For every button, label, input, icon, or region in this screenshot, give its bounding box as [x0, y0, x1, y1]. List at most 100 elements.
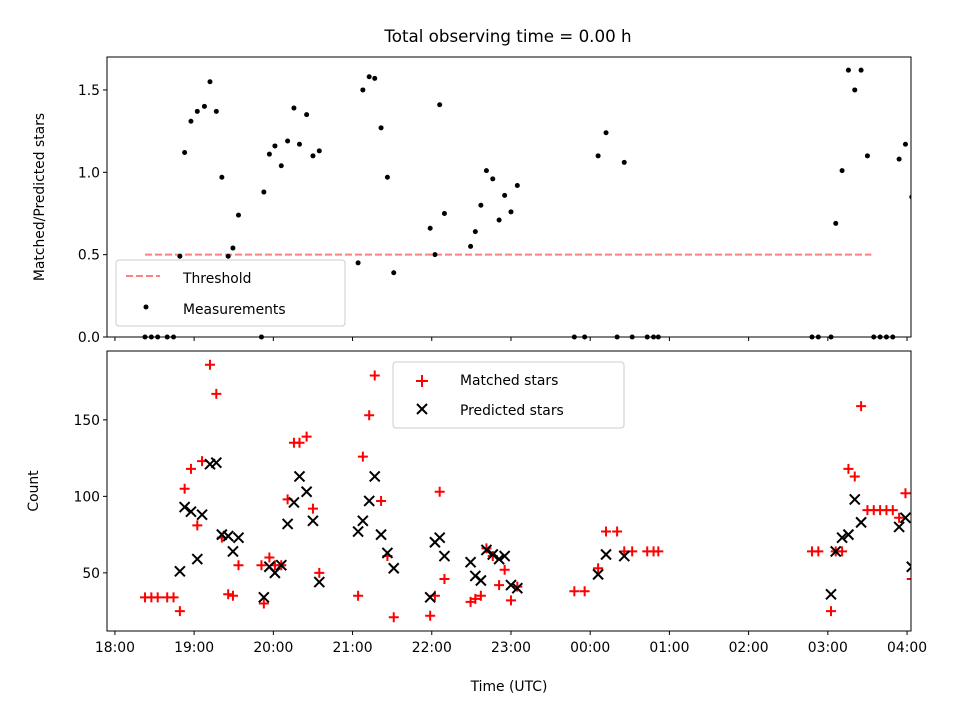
predicted-stars-point — [375, 528, 387, 541]
matched-stars-point — [906, 573, 911, 584]
matched-stars-point — [856, 401, 867, 412]
predicted-stars-point — [275, 559, 287, 571]
matched-stars-point — [223, 589, 234, 600]
measurement-point — [355, 260, 361, 266]
matched-stars-point — [579, 586, 590, 597]
bottom-legend: Matched stars Predicted stars — [392, 361, 625, 429]
predicted-stars-point — [893, 521, 905, 533]
measurement-point — [472, 229, 478, 235]
predicted-stars-point — [210, 456, 223, 469]
matched-stars-point — [364, 410, 375, 421]
predicted-stars-point — [830, 545, 842, 558]
measurement-point — [478, 202, 484, 208]
bottom-xtick-label: 02:00 — [729, 640, 769, 656]
predicted-stars-point — [487, 548, 499, 561]
predicted-stars-point — [855, 516, 867, 529]
measurement-point — [194, 108, 200, 114]
predicted-stars-point — [433, 531, 446, 544]
top-legend: Threshold Measurements — [115, 259, 346, 327]
measurement-point — [378, 125, 384, 131]
matched-stars-point — [227, 590, 238, 601]
measurement-point — [188, 118, 194, 124]
bottom-axes-frame — [106, 350, 912, 632]
measurement-point — [235, 212, 241, 218]
measurement-point — [291, 105, 297, 111]
matched-stars-point — [264, 552, 275, 563]
measurement-point — [858, 67, 864, 73]
matched-stars-point — [494, 580, 505, 591]
matched-stars-point — [569, 586, 580, 597]
matched-stars-point — [894, 512, 905, 523]
measurement-point — [432, 252, 438, 258]
predicted-stars-point — [222, 530, 234, 542]
predicted-stars-point — [352, 525, 364, 538]
matched-stars-point — [900, 488, 911, 499]
measurement-point — [833, 220, 839, 226]
matched-stars-point — [612, 526, 623, 537]
predicted-stars-point — [300, 486, 313, 498]
bottom-marks — [140, 359, 922, 623]
measurement-point — [272, 143, 278, 149]
bottom-xtick-label: 23:00 — [491, 640, 531, 656]
measurement-point — [372, 75, 378, 81]
bottom-xtick-label: 22:00 — [412, 640, 452, 656]
matched-stars-point — [593, 563, 604, 574]
top-ylabel: Matched/Predicted stars — [32, 113, 48, 281]
legend-measurements-swatch — [143, 304, 149, 310]
measurement-point — [914, 335, 919, 340]
measurement-point — [508, 209, 514, 215]
predicted-stars-point — [849, 493, 861, 506]
matched-stars-point — [439, 573, 450, 584]
measurement-point — [514, 182, 520, 188]
predicted-stars-point — [899, 512, 911, 524]
measurement-point — [230, 245, 236, 251]
bottom-xlabel: Time (UTC) — [470, 679, 548, 695]
matched-stars-point — [197, 456, 208, 467]
top-ytick-label: 1.5 — [78, 83, 100, 99]
predicted-stars-point — [592, 568, 604, 581]
top-panel: 0.0 0.5 1.0 1.5 Matched/Predicted stars Thr… — [32, 56, 919, 346]
matched-stars-point — [813, 546, 824, 557]
matched-stars-point — [505, 595, 516, 606]
measurement-point — [909, 194, 911, 200]
predicted-stars-point — [313, 576, 325, 588]
matched-stars-point — [601, 526, 612, 537]
measurement-point — [207, 79, 213, 85]
legend-predicted-label: Predicted stars — [460, 403, 564, 419]
bottom-xtick-label: 21:00 — [333, 640, 373, 656]
matched-stars-point — [912, 574, 922, 584]
measurement-point — [603, 130, 609, 136]
measurement-point — [437, 102, 443, 108]
measurement-point — [427, 225, 433, 231]
measurement-point — [468, 243, 474, 249]
matched-stars-point — [499, 564, 510, 575]
measurement-point — [177, 253, 183, 259]
bottom-xtick-label: 04:00 — [887, 640, 927, 656]
matched-stars-point — [258, 598, 269, 609]
predicted-stars-point — [906, 561, 911, 573]
predicted-stars-point — [357, 515, 369, 527]
bottom-xtick-label: 18:00 — [95, 640, 135, 656]
predicted-stars-point — [293, 470, 306, 483]
measurement-point — [621, 159, 627, 165]
predicted-stars-point — [227, 545, 239, 558]
predicted-stars-point — [369, 470, 381, 483]
measurement-point — [261, 189, 267, 195]
measurement-point — [896, 156, 902, 162]
measurement-point — [213, 108, 219, 114]
predicted-stars-point — [618, 550, 630, 562]
measurement-point — [225, 253, 231, 259]
predicted-stars-point — [258, 591, 270, 604]
predicted-stars-point — [288, 496, 300, 509]
predicted-stars-point — [842, 528, 855, 541]
top-ytick-label: 1.0 — [78, 165, 100, 181]
predicted-stars-point — [480, 544, 493, 556]
matched-stars-point — [174, 606, 185, 617]
predicted-stars-point — [196, 509, 208, 521]
predicted-stars-point — [511, 582, 524, 594]
matched-stars-point — [425, 610, 436, 621]
bottom-xtick-label: 19:00 — [174, 640, 214, 656]
measurement-point — [845, 67, 851, 73]
top-y-axis: 0.0 0.5 1.0 1.5 — [78, 83, 107, 346]
